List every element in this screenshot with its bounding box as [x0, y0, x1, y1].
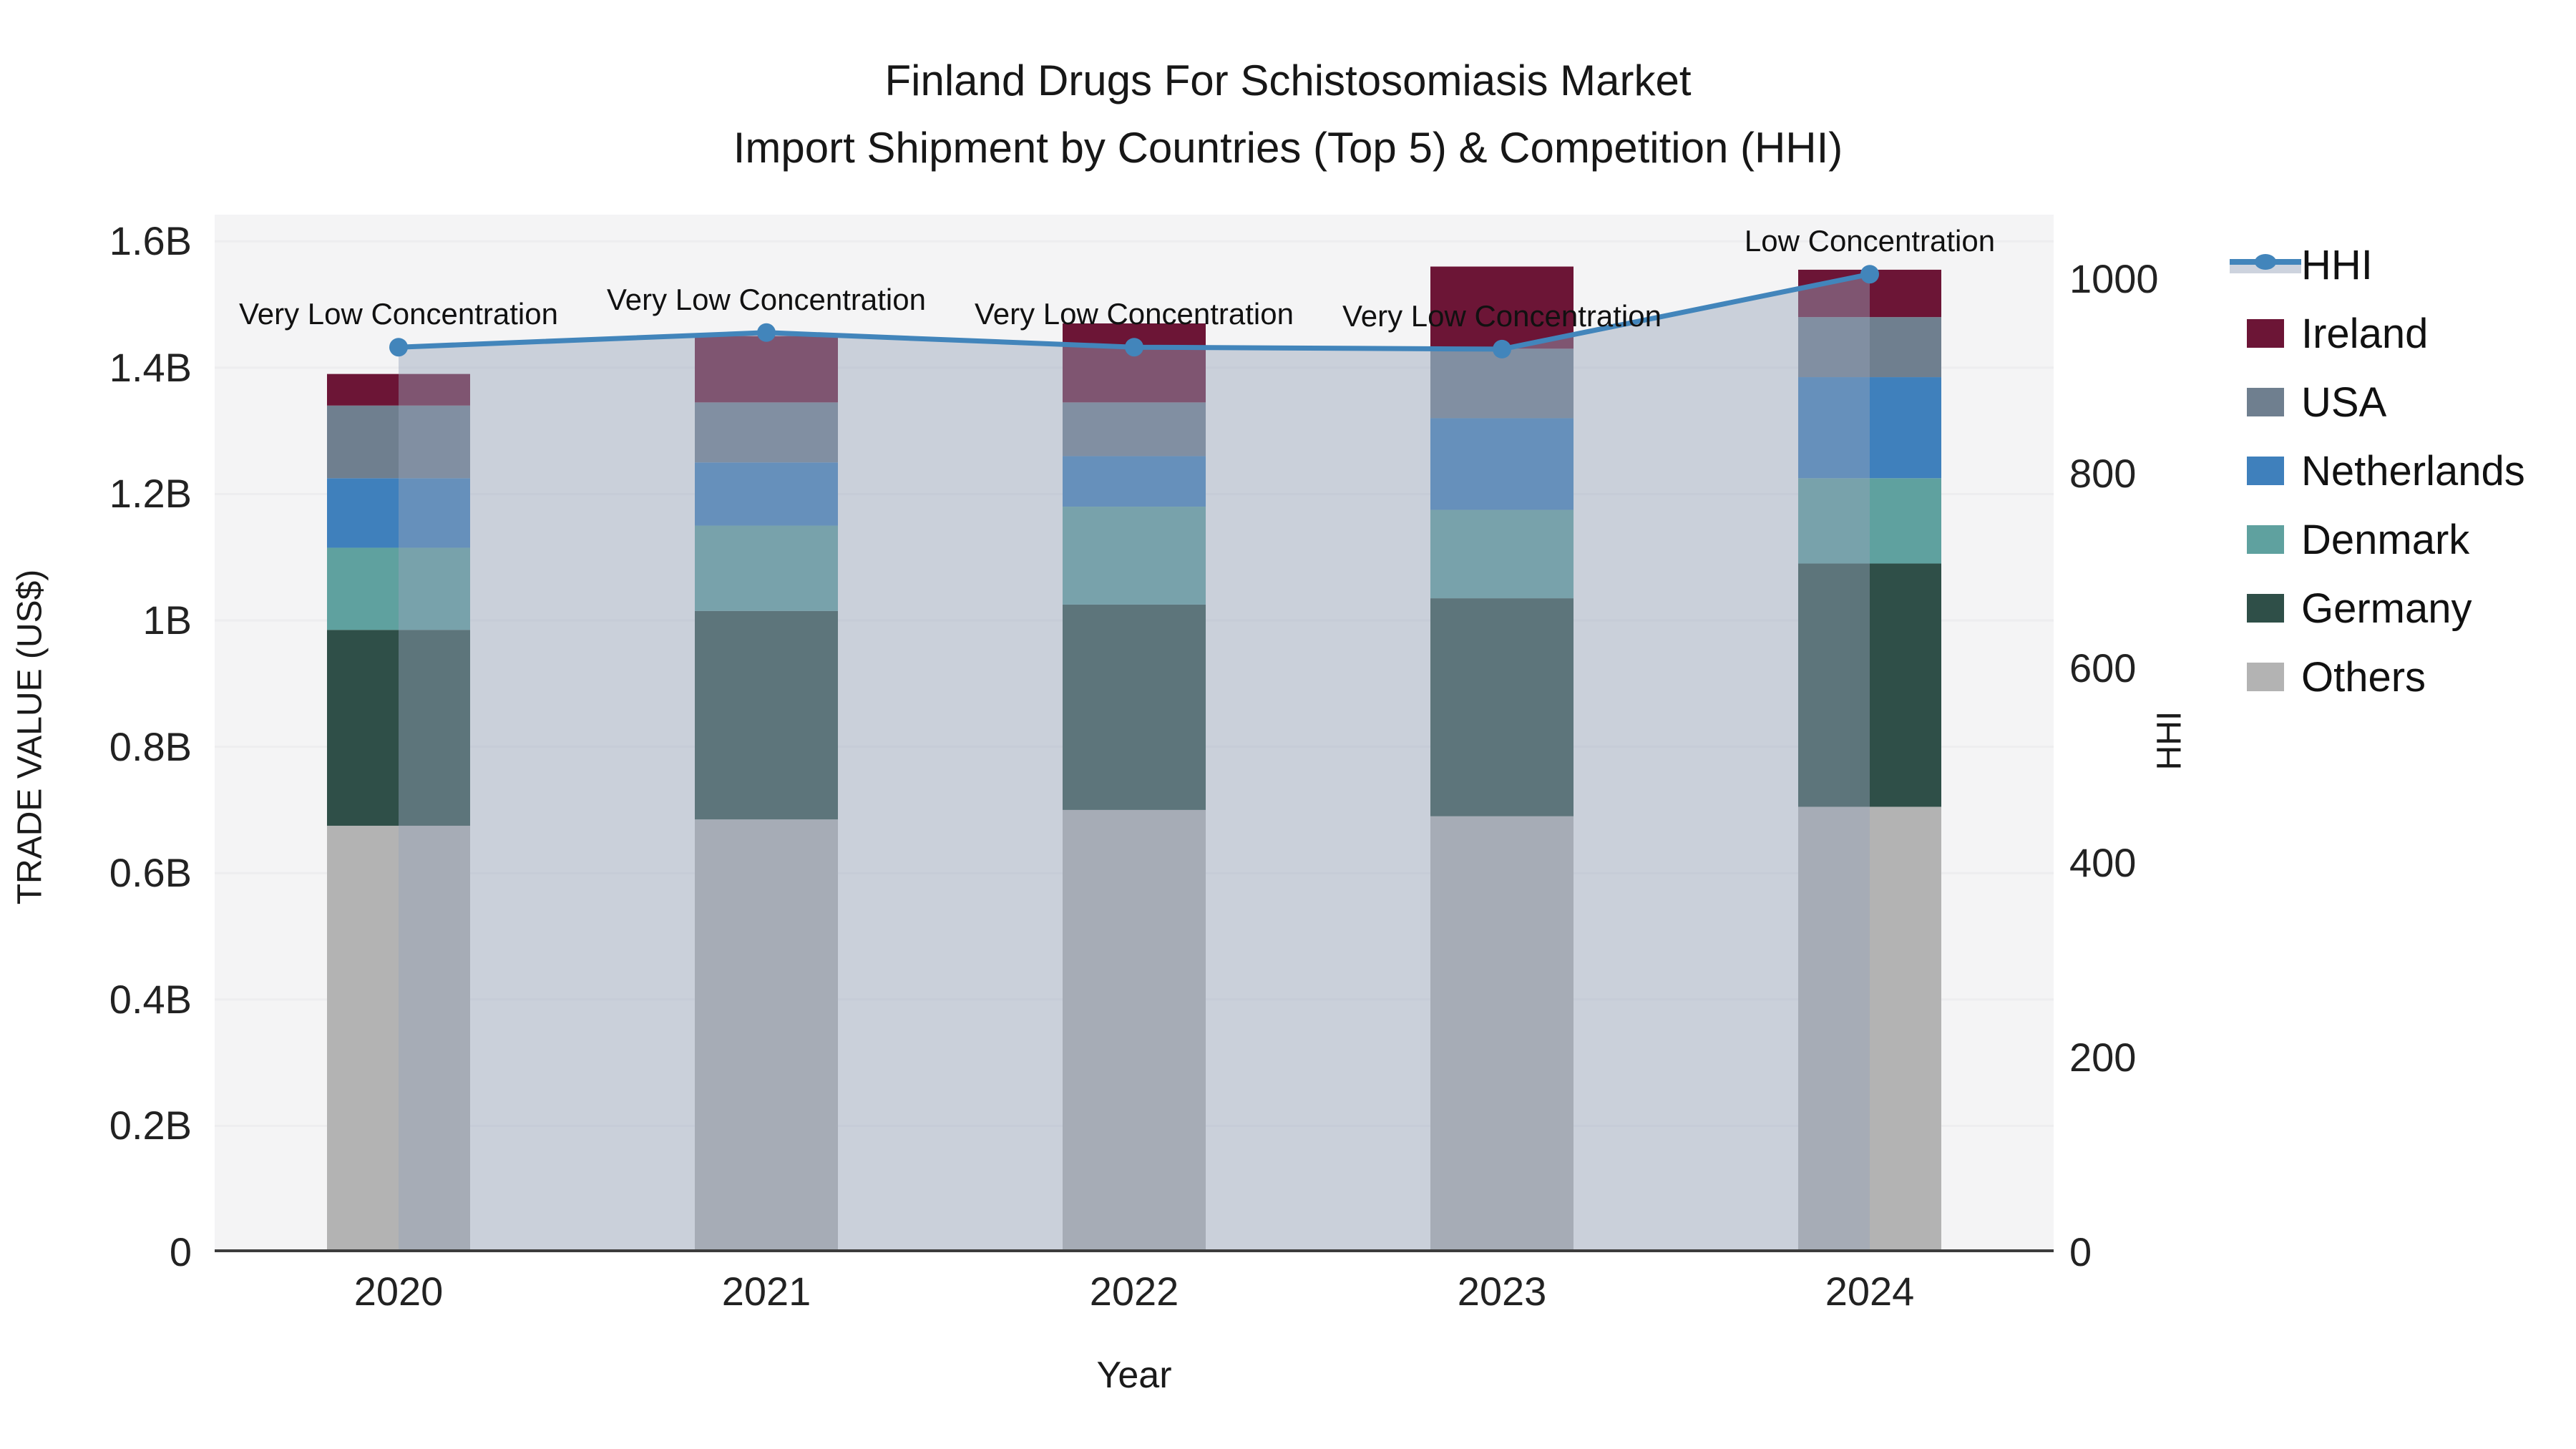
chart-title-line1: Finland Drugs For Schistosomiasis Market	[884, 57, 1692, 104]
usa-swatch	[2247, 388, 2284, 416]
left-tick-0: 0	[169, 1229, 192, 1274]
bar-segment-others-2020	[327, 825, 470, 1252]
hhi-point-2023	[1493, 339, 1511, 358]
others-swatch	[2247, 663, 2284, 691]
legend-item-hhi: HHI	[2230, 230, 2525, 299]
legend-item-ireland: Ireland	[2230, 299, 2525, 368]
legend-item-others: Others	[2230, 643, 2525, 711]
left-tick-1.2B: 1.2B	[109, 471, 192, 517]
chart-title: Finland Drugs For Schistosomiasis Market…	[429, 47, 2147, 182]
left-tick-0.2B: 0.2B	[109, 1103, 192, 1148]
x-tick-2021: 2021	[721, 1269, 811, 1314]
germany-swatch	[2247, 594, 2284, 623]
bar-segment-denmark-2024	[1798, 478, 1941, 564]
legend-item-denmark: Denmark	[2230, 505, 2525, 574]
legend-item-usa: USA	[2230, 368, 2525, 436]
bar-segment-ireland-2021	[695, 336, 838, 403]
denmark-swatch	[2247, 525, 2284, 554]
legend-item-netherlands: Netherlands	[2230, 436, 2525, 505]
bar-segment-others-2023	[1430, 816, 1574, 1252]
left-tick-1.4B: 1.4B	[109, 344, 192, 390]
bar-segment-germany-2024	[1798, 563, 1941, 807]
left-tick-0.4B: 0.4B	[109, 976, 192, 1022]
hhi-area-fill	[399, 274, 1870, 1252]
legend-label-hhi: HHI	[2301, 241, 2373, 288]
x-tick-2023: 2023	[1457, 1269, 1547, 1314]
chart-title-line2: Import Shipment by Countries (Top 5) & C…	[733, 124, 1843, 172]
bar-segment-others-2022	[1063, 809, 1206, 1252]
bar-segment-denmark-2022	[1063, 507, 1206, 605]
legend-label-usa: USA	[2301, 379, 2387, 426]
bar-segment-usa-2021	[695, 402, 838, 463]
plot-svg: Very Low Concentration Very Low Concentra…	[215, 224, 2054, 1252]
left-tick-1B: 1B	[142, 597, 192, 643]
legend-label-netherlands: Netherlands	[2301, 447, 2525, 494]
annotation-2023: Very Low Concentration	[1342, 299, 1662, 333]
bar-segment-germany-2021	[695, 610, 838, 820]
bar-segment-ireland-2022	[1063, 323, 1206, 403]
legend-label-denmark: Denmark	[2301, 516, 2470, 563]
x-axis-label: Year	[1096, 1355, 1172, 1396]
bar-segment-usa-2020	[327, 405, 470, 479]
x-tick-2020: 2020	[353, 1269, 444, 1314]
netherlands-swatch	[2247, 457, 2284, 485]
right-tick-600: 600	[2069, 645, 2137, 691]
left-tick-0.8B: 0.8B	[109, 723, 192, 769]
right-axis-label: HHI	[2150, 711, 2189, 771]
bar-segment-others-2024	[1798, 806, 1941, 1252]
bar-segment-netherlands-2022	[1063, 456, 1206, 507]
right-tick-1000: 1000	[2069, 256, 2159, 301]
bar-segment-usa-2022	[1063, 402, 1206, 457]
bar-segment-ireland-2023	[1430, 266, 1574, 349]
x-tick-2022: 2022	[1089, 1269, 1179, 1314]
legend: HHI Ireland USA Netherlands Denmark Germany Ot…	[2230, 230, 2525, 711]
right-tick-200: 200	[2069, 1035, 2137, 1080]
bar-segment-netherlands-2020	[327, 478, 470, 548]
bar-segment-netherlands-2024	[1798, 377, 1941, 479]
bar-segment-netherlands-2023	[1430, 418, 1574, 510]
x-tick-2024: 2024	[1825, 1269, 1915, 1314]
bar-segment-denmark-2023	[1430, 509, 1574, 599]
bar-segment-usa-2024	[1798, 317, 1941, 378]
bar-segment-ireland-2020	[327, 374, 470, 406]
hhi-point-2024	[1860, 265, 1879, 284]
left-tick-1.6B: 1.6B	[109, 218, 192, 264]
ireland-swatch	[2247, 319, 2284, 348]
right-tick-0: 0	[2069, 1229, 2092, 1274]
plot-area: Very Low Concentration Very Low Concentra…	[215, 215, 2054, 1252]
left-tick-0.6B: 0.6B	[109, 850, 192, 896]
annotation-2020: Very Low Concentration	[239, 297, 558, 331]
bar-segment-denmark-2020	[327, 547, 470, 630]
legend-item-germany: Germany	[2230, 574, 2525, 643]
hhi-line-swatch	[2230, 254, 2301, 273]
bar-segment-germany-2020	[327, 630, 470, 826]
legend-label-others: Others	[2301, 653, 2426, 701]
hhi-point-2020	[389, 338, 408, 357]
bar-segment-germany-2022	[1063, 604, 1206, 810]
hhi-point-2021	[757, 323, 776, 342]
bar-segment-denmark-2021	[695, 525, 838, 611]
annotation-2021: Very Low Concentration	[607, 283, 926, 316]
right-tick-400: 400	[2069, 840, 2137, 885]
hhi-line-swatch-dot	[2255, 254, 2276, 270]
hhi-point-2022	[1125, 338, 1143, 357]
bar-segment-usa-2023	[1430, 348, 1574, 419]
bar-segment-germany-2023	[1430, 598, 1574, 816]
legend-label-ireland: Ireland	[2301, 310, 2429, 357]
bar-segment-netherlands-2021	[695, 462, 838, 526]
annotation-2022: Very Low Concentration	[975, 297, 1294, 331]
right-tick-800: 800	[2069, 451, 2137, 496]
annotation-2024: Low Concentration	[1745, 224, 1995, 258]
bar-segment-others-2021	[695, 819, 838, 1252]
legend-label-germany: Germany	[2301, 585, 2472, 632]
